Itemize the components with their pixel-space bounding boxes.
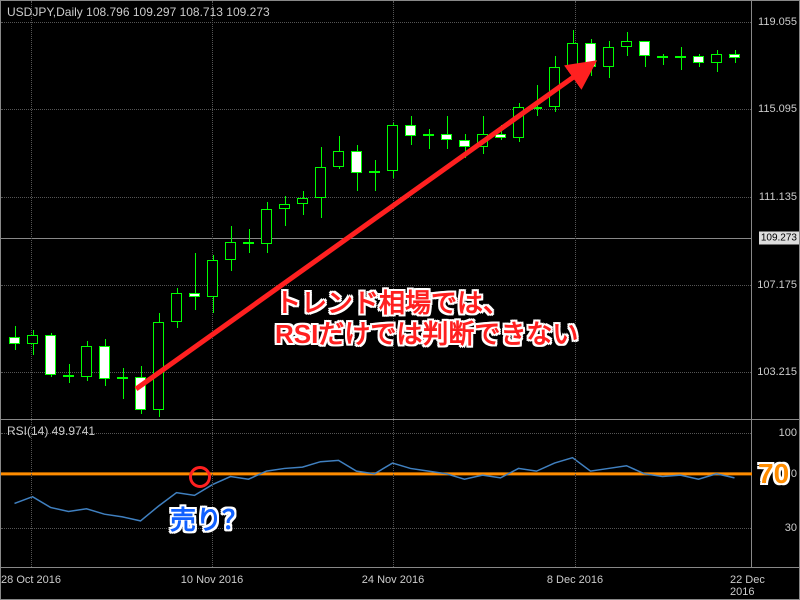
rsi-tick: 30 <box>785 522 797 534</box>
candle <box>333 151 344 166</box>
candle <box>405 125 416 136</box>
price-tick: 115.095 <box>758 103 797 115</box>
candle <box>243 242 254 244</box>
trend-annotation-line1: トレンド相場では、 <box>275 288 578 319</box>
candle <box>117 377 128 379</box>
candle <box>27 335 38 344</box>
date-tick: 10 Nov 2016 <box>181 574 243 586</box>
candle <box>387 125 398 171</box>
sell-annotation: 売り？ <box>170 500 248 537</box>
symbol-name: USDJPY,Daily <box>7 5 83 19</box>
circle-marker <box>189 466 211 488</box>
date-axis: 28 Oct 2016 10 Nov 2016 24 Nov 2016 8 Dec 2… <box>0 568 800 600</box>
candle <box>315 167 326 198</box>
candle <box>567 43 578 67</box>
candle <box>549 67 560 107</box>
candle <box>711 54 722 63</box>
candle <box>441 134 452 141</box>
trend-annotation: トレンド相場では、 RSIだけでは判断できない <box>275 288 578 350</box>
date-tick: 28 Oct 2016 <box>1 574 61 586</box>
candle <box>513 107 524 138</box>
candle <box>675 56 686 58</box>
candle <box>693 56 704 63</box>
candle <box>495 134 506 138</box>
candle <box>81 346 92 377</box>
candle <box>603 47 614 67</box>
candle <box>207 260 218 298</box>
candle <box>657 56 668 58</box>
candle <box>279 204 290 208</box>
candle <box>261 209 272 244</box>
trend-arrow-overlay <box>1 1 753 421</box>
trend-annotation-line2: RSIだけでは判断できない <box>275 319 578 350</box>
rsi-tick: 100 <box>779 427 797 439</box>
current-price-box: 109.273 <box>759 232 799 245</box>
rsi-panel[interactable]: RSI(14) 49.9741 <box>0 420 752 568</box>
candle <box>45 335 56 375</box>
price-tick: 107.175 <box>757 279 797 291</box>
price-tick: 111.135 <box>759 191 797 203</box>
rsi-line <box>1 420 753 568</box>
date-tick: 8 Dec 2016 <box>547 574 603 586</box>
rsi-scale: 100 70 30 <box>752 420 800 568</box>
candle <box>135 377 146 410</box>
date-tick: 22 Dec 2016 <box>730 574 776 598</box>
ohlc-values: 108.796 109.297 108.713 109.273 <box>86 5 270 19</box>
candle <box>729 54 740 58</box>
price-tick: 103.215 <box>757 366 797 378</box>
candle <box>459 140 470 147</box>
candle <box>63 375 74 377</box>
candle <box>171 293 182 322</box>
candle <box>369 171 380 173</box>
candle <box>423 134 434 136</box>
candle <box>621 41 632 48</box>
candle <box>225 242 236 260</box>
candle <box>189 293 200 297</box>
candle <box>153 322 164 410</box>
candle <box>531 107 542 109</box>
date-tick: 24 Nov 2016 <box>362 574 424 586</box>
rsi-label: RSI(14) 49.9741 <box>7 424 95 438</box>
candle <box>297 198 308 205</box>
candle <box>585 43 596 67</box>
level-70-label: 70 <box>758 458 789 490</box>
candle <box>639 41 650 56</box>
price-scale: 119.055 115.095 111.135 107.175 103.215 109.2… <box>752 0 800 420</box>
price-tick: 119.055 <box>758 16 797 28</box>
symbol-header: USDJPY,Daily 108.796 109.297 108.713 109… <box>7 5 270 19</box>
candle <box>351 151 362 173</box>
candle <box>477 134 488 147</box>
candle <box>99 346 110 379</box>
price-chart-panel[interactable]: USDJPY,Daily 108.796 109.297 108.713 109… <box>0 0 752 420</box>
candle <box>9 337 20 344</box>
